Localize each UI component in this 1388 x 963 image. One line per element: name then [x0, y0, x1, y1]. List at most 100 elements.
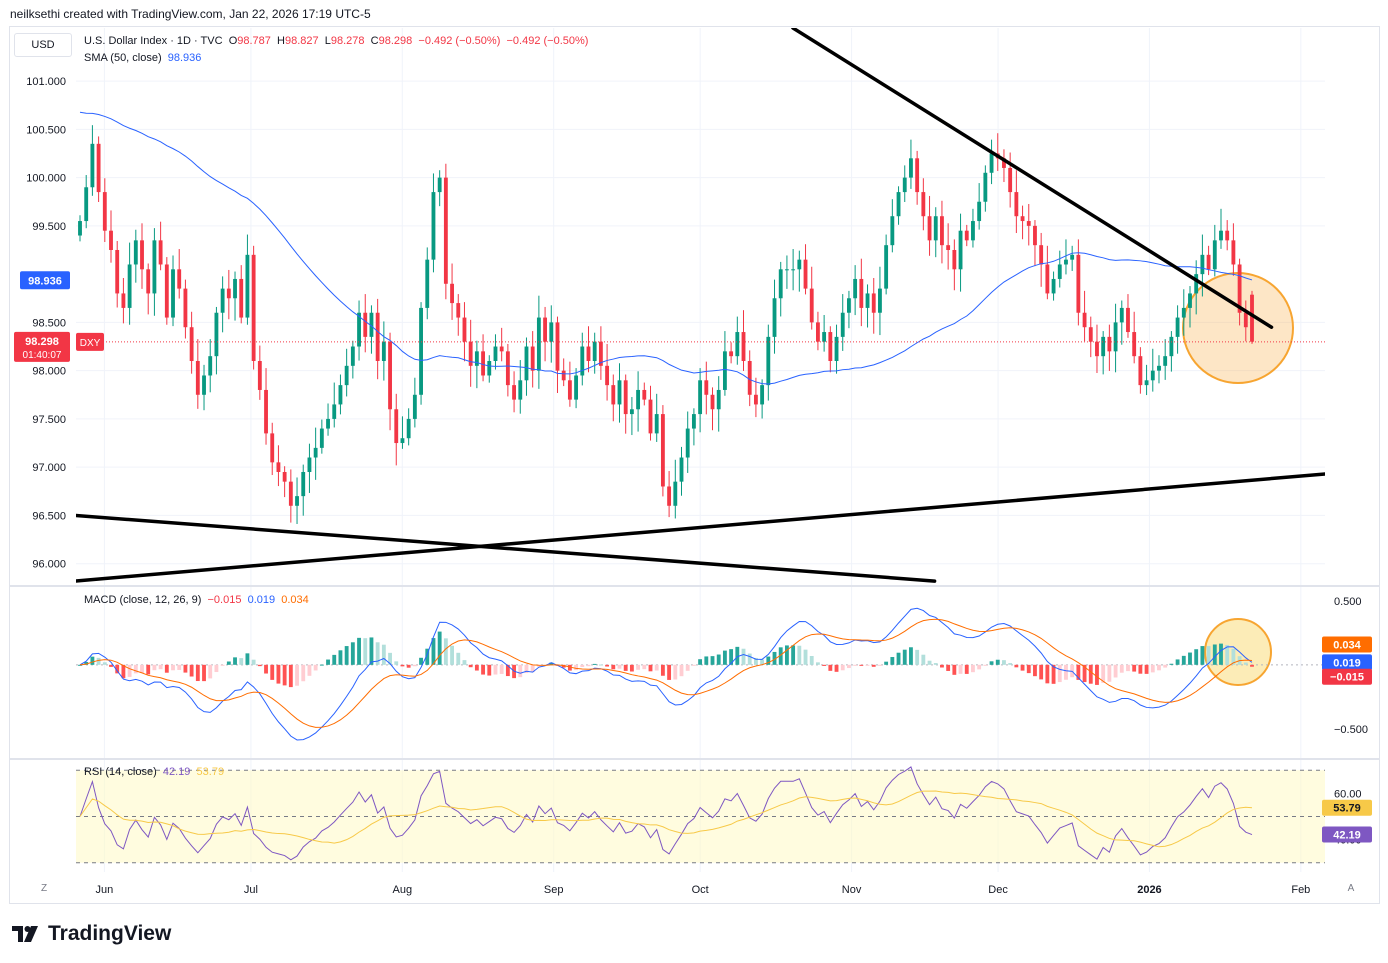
macd-hist-bar — [102, 662, 107, 665]
candle-body — [1119, 307, 1124, 323]
macd-hist-bar — [388, 652, 392, 665]
symbol-button[interactable]: USD — [14, 33, 72, 57]
macd-hist-bar — [685, 664, 690, 671]
rsi-legend: RSI (14, close) 42.19 53.79 — [84, 766, 224, 778]
legend-o-label: O — [228, 35, 238, 47]
macd-hist-bar — [1033, 664, 1037, 677]
candle-body — [202, 375, 206, 395]
candle-body — [983, 172, 988, 202]
candle-body — [605, 365, 610, 386]
candle-body — [350, 346, 355, 366]
candle-body — [1101, 336, 1106, 357]
macd-hist-bar — [1107, 664, 1112, 682]
macd-hist-bar — [952, 664, 957, 675]
candle-body — [1070, 254, 1075, 260]
macd-hist-bar — [574, 664, 579, 671]
macd-hist-bar — [1113, 664, 1118, 678]
macd-hist-bar — [642, 664, 647, 670]
candle-body — [1051, 278, 1056, 294]
macd-hist-bar — [747, 653, 752, 665]
time-tick-label: Aug — [393, 884, 413, 896]
price-tick-label: 96.500 — [32, 510, 66, 522]
price-tick-label: 99.500 — [32, 221, 66, 233]
macd-hist-bar — [363, 638, 368, 665]
macd-hist-bar — [226, 661, 231, 665]
macd-hist-bar — [208, 664, 213, 679]
pane-separators — [9, 585, 1379, 760]
rsi-background — [76, 769, 1325, 864]
rsi-legend-value: 42.19 — [162, 766, 191, 778]
macd-hist-bar — [722, 650, 727, 665]
candle-body — [1250, 294, 1254, 342]
macd-hist-bar — [772, 651, 777, 665]
macd-hist-bar — [1095, 664, 1099, 685]
time-axis: Jun Jul Aug Sep Oct Nov Dec 2026 Feb — [96, 884, 1311, 896]
macd-hist-bar — [840, 664, 845, 671]
candle-body — [233, 278, 237, 299]
candle-body — [307, 457, 312, 472]
macd-hist-bar — [760, 659, 765, 665]
candle-body — [989, 153, 994, 173]
sma-legend-value: 98.936 — [167, 52, 202, 64]
sma-line — [79, 111, 1253, 385]
rsi-badge-bg — [1322, 826, 1372, 843]
macd-hist-bar — [679, 664, 684, 677]
macd-hist-bar — [822, 664, 827, 666]
macd-legend-signal: 0.034 — [281, 594, 309, 606]
candle-body — [1095, 341, 1099, 357]
candle-body — [1231, 240, 1236, 265]
macd-hist-bar — [946, 664, 951, 671]
candle-body — [902, 177, 907, 193]
candle-body — [791, 269, 796, 271]
macd-hist-badge-bg — [1322, 668, 1372, 685]
macd-hist-bar — [580, 664, 585, 668]
rsi-legend-label: RSI (14, close) — [84, 766, 157, 778]
price-legend: U.S. Dollar Index · 1D · TVC O98.787 H98… — [84, 35, 588, 47]
legend-change: −0.492 (−0.50%) — [418, 35, 501, 47]
macd-hist-bar — [344, 646, 349, 665]
macd-hist-bar — [264, 664, 268, 674]
auto-scale-button[interactable]: A — [1347, 883, 1355, 894]
candle-body — [1150, 370, 1155, 381]
macd-hist-bar — [375, 642, 380, 665]
candle-body — [828, 332, 833, 361]
macd-legend-macd: 0.019 — [247, 594, 276, 606]
macd-hist-bar — [127, 664, 132, 677]
candle-body — [226, 288, 231, 299]
candle-body — [778, 269, 783, 299]
macd-hist-bar — [983, 664, 988, 666]
macd-hist-bar — [456, 652, 461, 665]
macd-hist-bar — [1200, 646, 1205, 665]
time-tick-label: Nov — [842, 884, 862, 896]
macd-hist-bar — [233, 657, 237, 665]
macd-hist-bar — [171, 664, 175, 671]
rsi-line — [79, 766, 1253, 861]
macd-hist-bar — [1175, 659, 1180, 665]
macd-hist-bar — [96, 657, 101, 665]
macd-hist-bar — [741, 648, 746, 665]
macd-lines — [79, 607, 1253, 741]
candle-body — [220, 288, 225, 313]
legend-h-label: H — [277, 35, 285, 47]
candle-body — [753, 394, 758, 405]
candle-body — [592, 341, 597, 361]
zoom-corner-button[interactable]: Z — [40, 883, 48, 894]
macd-hist-bar — [518, 664, 523, 678]
candle-body — [288, 481, 293, 506]
candle-body — [1045, 264, 1050, 294]
macd-hist-bar — [152, 664, 157, 671]
macd-hist-bar — [995, 659, 1000, 665]
macd-hist-bar — [1026, 664, 1031, 674]
macd-hist-bar — [561, 664, 566, 668]
macd-hist-bar — [1008, 663, 1013, 665]
macd-hist-bar — [381, 644, 386, 665]
ticker-badge-bg — [76, 332, 104, 351]
candle-body — [1002, 158, 1006, 168]
candle-body — [474, 351, 479, 366]
candle-body — [1057, 264, 1062, 279]
macd-hist-bar — [834, 664, 839, 672]
macd-hist-bar — [338, 650, 343, 665]
macd-hist-bar — [654, 664, 659, 671]
candle-body — [1144, 380, 1149, 386]
